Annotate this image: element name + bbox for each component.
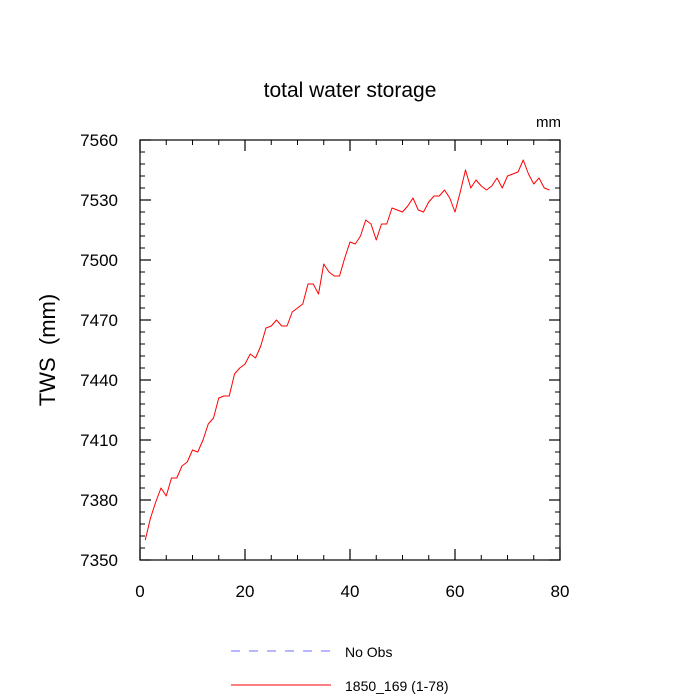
y-tick-labels: 7350 7380 7410 7440 7470 7500 7530 7560 — [80, 131, 118, 570]
y-tick-label: 7380 — [80, 491, 118, 510]
series-line-0 — [144, 159, 550, 541]
legend-label-no-obs: No Obs — [345, 644, 392, 660]
y-tick-label: 7410 — [80, 431, 118, 450]
x-tick-labels: 0 20 40 60 80 — [135, 582, 569, 601]
x-tick-label: 60 — [446, 582, 465, 601]
chart-title: total water storage — [264, 79, 437, 102]
x-tick-label: 40 — [341, 582, 360, 601]
y-axis-label: TWS (mm) — [35, 294, 60, 406]
legend-label-1850-169: 1850_169 (1-78) — [345, 678, 449, 694]
y-tick-label: 7470 — [80, 311, 118, 330]
x-tick-label: 80 — [551, 582, 570, 601]
legend: No Obs 1850_169 (1-78) — [231, 644, 449, 694]
y-tick-label: 7440 — [80, 371, 118, 390]
y-tick-label: 7500 — [80, 251, 118, 270]
y-tick-label: 7560 — [80, 131, 118, 150]
y-tick-label: 7530 — [80, 191, 118, 210]
y-tick-label: 7350 — [80, 551, 118, 570]
plot-frame — [139, 139, 561, 561]
units-label: mm — [536, 114, 561, 131]
axis-ticks — [139, 139, 561, 561]
x-tick-label: 0 — [135, 582, 144, 601]
x-tick-label: 20 — [236, 582, 255, 601]
series-lines — [144, 159, 550, 541]
